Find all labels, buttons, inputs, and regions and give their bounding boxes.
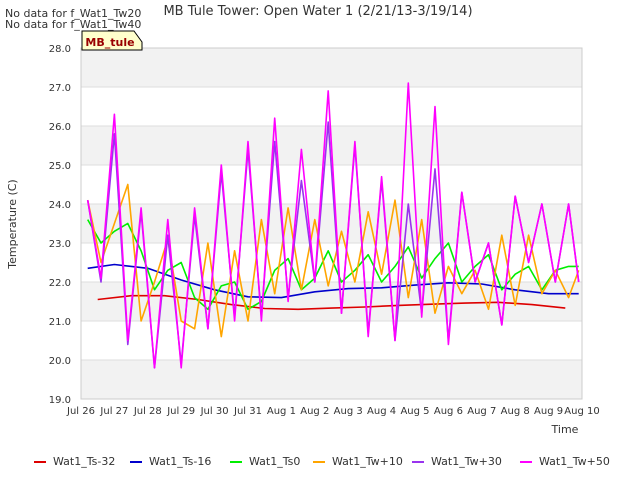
legend-label: Wat1_Tw+50 xyxy=(539,455,610,468)
x-tick-label: Jul 27 xyxy=(99,406,128,417)
site-tag: MB_tule xyxy=(81,30,143,51)
y-tick-label: 24.0 xyxy=(49,200,71,211)
x-tick-label: Aug 10 xyxy=(564,406,599,417)
x-tick-label: Jul 29 xyxy=(166,406,195,417)
plot-band xyxy=(81,48,582,87)
legend-label: Wat1_Ts-16 xyxy=(149,455,211,468)
chart-title: MB Tule Tower: Open Water 1 (2/21/13-3/1… xyxy=(163,4,472,19)
series-line-Wat1_Ts-32 xyxy=(97,294,566,311)
x-tick-label: Aug 4 xyxy=(367,406,396,417)
y-tick-label: 20.0 xyxy=(49,356,71,367)
x-tick-label: Aug 9 xyxy=(534,406,563,417)
no-data-note-1: No data for f_Wat1_Tw20 xyxy=(5,7,141,20)
y-tick-label: 26.0 xyxy=(49,122,71,133)
y-tick-label: 23.0 xyxy=(49,239,71,250)
y-tick-label: 27.0 xyxy=(49,83,71,94)
x-tick-label: Aug 8 xyxy=(501,406,530,417)
x-tick-label: Aug 1 xyxy=(267,406,296,417)
x-tick-label: Aug 7 xyxy=(467,406,496,417)
x-tick-label: Aug 6 xyxy=(434,406,463,417)
plot-band xyxy=(81,204,582,243)
series-line-Wat1_Ts0 xyxy=(87,219,579,311)
x-tick-label: Jul 28 xyxy=(133,406,162,417)
x-tick-label: Aug 5 xyxy=(400,406,429,417)
legend: Wat1_Ts-32 Wat1_Ts-16 Wat1_Ts0 Wat1_Tw+10 Wa… xyxy=(34,455,610,468)
y-axis-label: Temperature (C) xyxy=(6,179,19,269)
x-tick-label: Jul 30 xyxy=(200,406,229,417)
x-tick-label: Jul 31 xyxy=(233,406,262,417)
legend-label: Wat1_Ts0 xyxy=(249,455,300,468)
x-tick-label: Aug 3 xyxy=(334,406,363,417)
y-tick-label: 25.0 xyxy=(49,161,71,172)
plot-band xyxy=(81,360,582,399)
no-data-note-2: No data for f_Wat1_Tw40 xyxy=(5,18,141,31)
x-tick-label: Aug 2 xyxy=(300,406,329,417)
plot-frame xyxy=(80,47,583,400)
y-tick-label: 22.0 xyxy=(49,278,71,289)
series-lines xyxy=(86,82,580,369)
x-tick-label: Jul 26 xyxy=(66,406,95,417)
series-line-Wat1_Tw+50 xyxy=(86,82,580,369)
site-tag-label: MB_tule xyxy=(85,36,134,49)
y-tick-label: 21.0 xyxy=(49,317,71,328)
y-tick-label: 28.0 xyxy=(49,44,71,55)
y-tick-labels: 19.0 20.0 21.0 22.0 23.0 24.0 25.0 26.0 27.0 28.0 xyxy=(49,44,71,406)
legend-label: Wat1_Ts-32 xyxy=(53,455,115,468)
y-tick-label: 19.0 xyxy=(49,395,71,406)
legend-label: Wat1_Tw+10 xyxy=(332,455,403,468)
x-tick-labels: Jul 26 Jul 27 Jul 28 Jul 29 Jul 30 Jul 31 Aug … xyxy=(66,406,600,417)
legend-label: Wat1_Tw+30 xyxy=(431,455,502,468)
x-axis-label: Time xyxy=(551,423,579,436)
